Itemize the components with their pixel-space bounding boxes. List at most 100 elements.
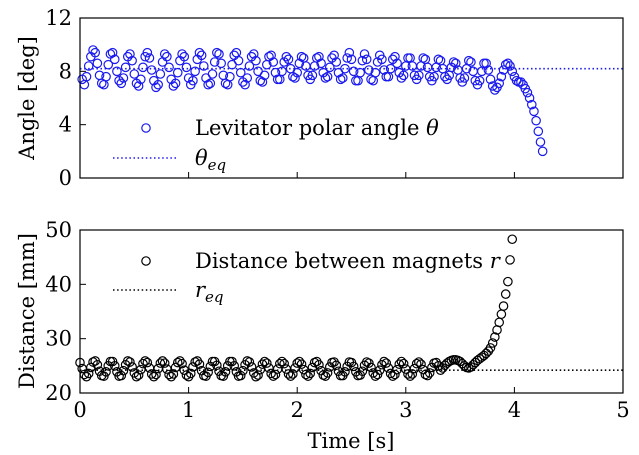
bottom-axis-ticks: 0 1 2 3 4 5 20 30 40 50 [45, 218, 629, 422]
y-tick-label: 50 [45, 218, 72, 242]
distance-point [131, 371, 142, 382]
angle-point [335, 74, 346, 85]
distance-point [422, 370, 433, 381]
distance-point [396, 356, 407, 367]
angle-point [251, 55, 261, 66]
distance-point [235, 370, 246, 381]
angle-point [524, 93, 535, 103]
x-tick-label: 5 [616, 398, 629, 422]
distance-point [331, 360, 342, 371]
angle-point [529, 106, 539, 117]
distance-point [277, 356, 287, 367]
distance-point [181, 370, 192, 380]
distance-point [398, 358, 409, 369]
distance-point [314, 359, 324, 370]
distance-point [296, 359, 307, 369]
distance-point [109, 361, 120, 371]
angle-point [162, 51, 172, 62]
bottom-legend: Distance between magnets r req [113, 249, 502, 306]
top-legend: Levitator polar angle θ θeq [113, 116, 439, 174]
distance-point [138, 358, 148, 369]
distance-point [305, 368, 316, 379]
angle-point [172, 67, 183, 78]
angle-point [125, 49, 135, 59]
distance-point [340, 367, 350, 377]
distance-point [194, 359, 205, 369]
angle-point [222, 79, 233, 90]
angle-point [112, 66, 122, 77]
angle-point [537, 146, 548, 157]
distance-point [251, 371, 261, 382]
angle-point [83, 61, 94, 71]
distance-point [175, 356, 185, 366]
angle-point [88, 45, 98, 55]
angle-point [268, 57, 279, 67]
angle-point [533, 126, 544, 137]
angle-point [329, 50, 339, 61]
angle-point [233, 55, 244, 66]
distance-point [92, 359, 103, 370]
distance-point [500, 289, 511, 299]
angle-point [179, 51, 190, 62]
angle-point [118, 73, 129, 83]
angle-point [379, 65, 389, 75]
distance-point [86, 362, 96, 373]
angle-point [144, 53, 155, 63]
distance-point [212, 360, 222, 371]
angle-point [164, 62, 174, 73]
distance-point [140, 356, 150, 366]
y-tick-label: 0 [59, 166, 72, 190]
distance-point [507, 234, 518, 245]
distance-point [416, 359, 426, 369]
angle-point [357, 55, 368, 66]
distance-point [414, 357, 424, 367]
angle-point [127, 55, 137, 66]
angle-point [496, 71, 507, 82]
angle-point [146, 65, 157, 75]
distance-point [285, 371, 296, 381]
distance-point [487, 338, 498, 348]
distance-point [159, 358, 170, 368]
distance-point [253, 370, 263, 380]
distance-point [99, 371, 109, 381]
angle-point [220, 78, 231, 89]
x-tick-label: 1 [182, 398, 195, 422]
distance-point [218, 371, 229, 381]
angle-point [390, 51, 400, 62]
distance-point [379, 356, 389, 367]
bottom-legend-marker [141, 256, 151, 266]
distance-point [357, 366, 368, 377]
angle-point [385, 63, 396, 74]
angle-point [481, 58, 491, 69]
angle-point [283, 54, 294, 65]
distance-point [418, 364, 428, 375]
angle-point [214, 49, 224, 59]
distance-point [485, 343, 496, 353]
angle-point [194, 47, 205, 58]
angle-series-markers [77, 45, 548, 157]
distance-point [294, 356, 305, 367]
distance-point [275, 358, 285, 369]
distance-point [283, 369, 294, 379]
angle-point [340, 63, 350, 74]
angle-point [259, 70, 270, 81]
angle-point [133, 81, 144, 91]
angle-point [338, 73, 348, 83]
distance-point [494, 317, 504, 328]
angle-point [81, 71, 92, 82]
angle-point [296, 51, 307, 62]
distance-point [411, 358, 422, 369]
angle-point [159, 49, 170, 59]
distance-point [146, 369, 157, 379]
distance-point [168, 369, 179, 379]
y-tick-label: 12 [45, 6, 72, 30]
angle-point [277, 66, 287, 77]
distance-point [279, 358, 289, 369]
distance-point [172, 357, 183, 368]
angle-point [418, 53, 428, 63]
top-y-axis-label: Angle [deg] [15, 36, 39, 161]
angle-point [292, 67, 302, 78]
angle-point [290, 73, 300, 83]
angle-point [522, 87, 533, 98]
